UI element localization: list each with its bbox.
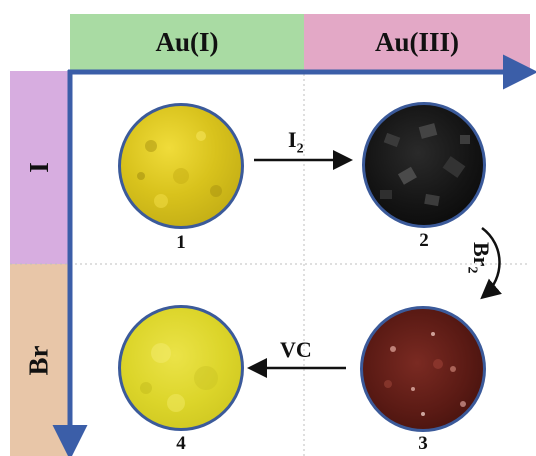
sample-2-number: 2 — [419, 230, 429, 251]
row-header-br: Br — [10, 264, 68, 456]
sample-2-image — [362, 102, 486, 228]
transition-br2-subscript: 2 — [464, 266, 480, 274]
sample-4-image — [118, 305, 244, 431]
sample-1-number: 1 — [176, 232, 186, 253]
row-header-i: I — [10, 71, 68, 264]
column-header-au1: Au(I) — [70, 14, 304, 71]
transition-label-br2: Br2 — [464, 242, 494, 273]
sample-3-image — [360, 306, 486, 432]
sample-4-texture — [140, 343, 218, 412]
column-header-au3: Au(III) — [304, 14, 530, 71]
sample-3-number: 3 — [418, 433, 428, 454]
sample-4-number: 4 — [176, 433, 186, 454]
sample-1-image — [118, 103, 244, 229]
transition-i2-subscript: 2 — [296, 141, 304, 157]
transition-br2-text: Br — [469, 242, 494, 267]
transition-vc-text: VC — [280, 337, 312, 362]
transition-label-i2: I2 — [288, 127, 304, 157]
sample-3-texture — [384, 332, 466, 416]
column-header-au3-label: Au(III) — [374, 27, 460, 57]
column-header-au1-label: Au(I) — [155, 27, 219, 57]
sample-1-texture — [137, 131, 222, 208]
arrow-br2 — [480, 226, 502, 300]
sample-2-texture — [380, 123, 470, 207]
transition-label-vc: VC — [280, 337, 312, 363]
transition-i2-text: I — [288, 127, 297, 152]
